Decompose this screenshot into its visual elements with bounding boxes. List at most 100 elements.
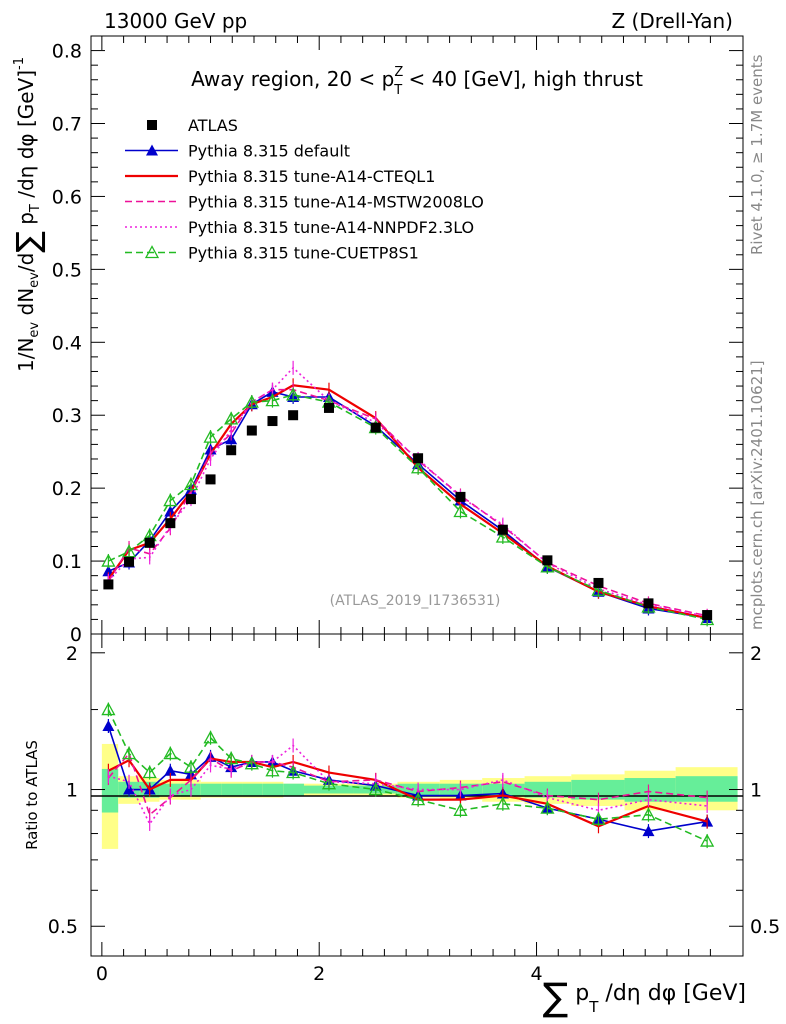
upper-point-atlas [144,537,155,548]
upper-point-atlas [323,402,334,413]
upper-point-cuetp [244,394,259,408]
upper-point-atlas [542,555,553,566]
lower-x-ticks: 0 2 4 [96,634,711,985]
upper-point-atlas [370,422,381,433]
ratio-point-cuetp [203,730,218,744]
upper-point-atlas [593,577,604,588]
ratio-point-cuetp [265,763,280,777]
upper-point-cuetp [183,477,199,491]
upper-line-default [108,391,708,619]
upper-point-atlas [103,579,114,590]
upper-point-atlas [185,494,196,505]
ratio-point-cuetp [142,765,157,779]
lower-y-tick-label: 0.5 [48,916,78,938]
upper-y-tick-label: 0.8 [52,41,82,63]
upper-point-cuetp [203,429,218,443]
upper-x-ticks [101,36,711,634]
stat-band-bin [221,783,243,796]
upper-point-cuetp [224,411,239,425]
stat-band-bin [624,778,676,802]
upper-point-atlas [288,410,299,421]
upper-y-axis-label: 1/Nev dNev/d∑ pT /dη dφ [GeV]-1 [9,57,47,372]
upper-point-cuetp [265,393,280,407]
legend-marker-cuetp [144,245,160,259]
upper-y-tick-label: 0.4 [52,332,82,354]
upper-point-atlas [226,445,237,456]
ratio-point-default [123,783,136,795]
lower-y-tick-label: 1 [66,780,78,802]
stat-band-bin [283,783,304,796]
x-axis-label: ∑ pT /dη dφ [GeV] [543,975,746,1019]
upper-point-cuetp [410,460,426,474]
upper-y-tick-label: 0.1 [52,551,82,573]
stat-band-bin [101,768,119,813]
lower-series [101,702,715,849]
upper-line-mstw [107,388,708,617]
ratio-point-cuetp [410,792,426,806]
ratio-point-cuetp [453,802,468,816]
upper-point-atlas [413,453,424,464]
upper-point-cuetp [286,387,301,401]
upper-line-cteql1 [107,384,708,620]
upper-y-tick-label: 0.6 [52,186,82,208]
legend-label-default: Pythia 8.315 default [188,142,350,161]
stat-band-bin [571,779,625,800]
lower-y-tick-label-right: 1 [750,780,762,802]
upper-point-cuetp [591,582,606,596]
upper-y-ticks: 0 0.1 0.2 0.3 0.4 0.5 0.6 0.7 0.8 [52,41,743,646]
lower-y-tick-label: 2 [66,643,78,665]
legend-label-cteql1: Pythia 8.315 tune-A14-CTEQL1 [188,167,435,186]
analysis-watermark: (ATLAS_2019_I1736531) [330,593,501,609]
stat-band-bin [200,783,222,796]
ratio-point-default [102,719,115,731]
lower-y-axis-label: Ratio to ATLAS [23,740,41,850]
upper-point-cuetp [101,553,116,567]
ratio-point-cuetp [163,746,178,760]
upper-point-atlas [165,518,176,529]
ratio-point-cuetp [641,807,656,821]
legend: ATLAS Pythia 8.315 default Pythia 8.315 tu… [125,116,484,263]
stat-band-bin [262,783,284,796]
legend-label-mstw: Pythia 8.315 tune-A14-MSTW2008LO [188,193,484,212]
rivet-version-label: Rivet 4.1.0, ≥ 1.7M events [748,54,766,255]
lower-y-tick-label-right: 0.5 [750,916,780,938]
ratio-point-cuetp [183,759,199,773]
ratio-point-cuetp [591,811,606,825]
mcplots-label: mcplots.cern.ch [arXiv:2401.10621] [748,360,766,630]
ratio-point-cuetp [368,782,383,796]
x-tick-label: 0 [96,963,108,985]
upper-y-tick-label: 0.5 [52,259,82,281]
upper-point-atlas [643,598,654,609]
upper-point-atlas [497,524,508,535]
upper-point-cuetp [121,544,137,558]
upper-point-atlas [124,556,135,567]
legend-label-atlas: ATLAS [188,116,238,135]
x-tick-label: 2 [313,963,325,985]
upper-point-atlas [267,416,278,427]
ratio-point-cuetp [121,746,137,760]
upper-series [101,360,715,627]
ratio-point-cuetp [495,796,510,810]
header-left: 13000 GeV pp [104,9,247,33]
upper-panel: 0 0.1 0.2 0.3 0.4 0.5 0.6 0.7 0.8 Away region, 2… [9,35,744,646]
lower-panel: 0.5 0.5 1 1 2 2 0 2 4 Ratio to ATLAS [23,633,780,985]
x-tick-label: 4 [530,963,542,985]
ratio-point-cuetp [540,800,555,814]
ratio-point-default [164,764,177,776]
lower-y-tick-label-right: 2 [750,643,762,665]
header-right: Z (Drell-Yan) [611,9,733,33]
upper-point-cuetp [163,493,178,507]
upper-title: Away region, 20 < pZ T < 40 [GeV], high t… [191,65,643,98]
upper-point-atlas [702,610,713,621]
ratio-point-cuetp [101,702,116,716]
stat-band-bin [242,783,263,796]
ratio-point-cuetp [224,751,239,765]
upper-y-tick-label: 0.2 [52,478,82,500]
legend-marker-default [146,144,158,156]
upper-point-cuetp [540,559,555,573]
ratio-point-cuetp [700,833,715,847]
upper-point-cuetp [495,529,510,543]
upper-y-tick-label: 0 [70,624,82,646]
legend-label-cuetp: Pythia 8.315 tune-CUETP8S1 [188,244,419,263]
